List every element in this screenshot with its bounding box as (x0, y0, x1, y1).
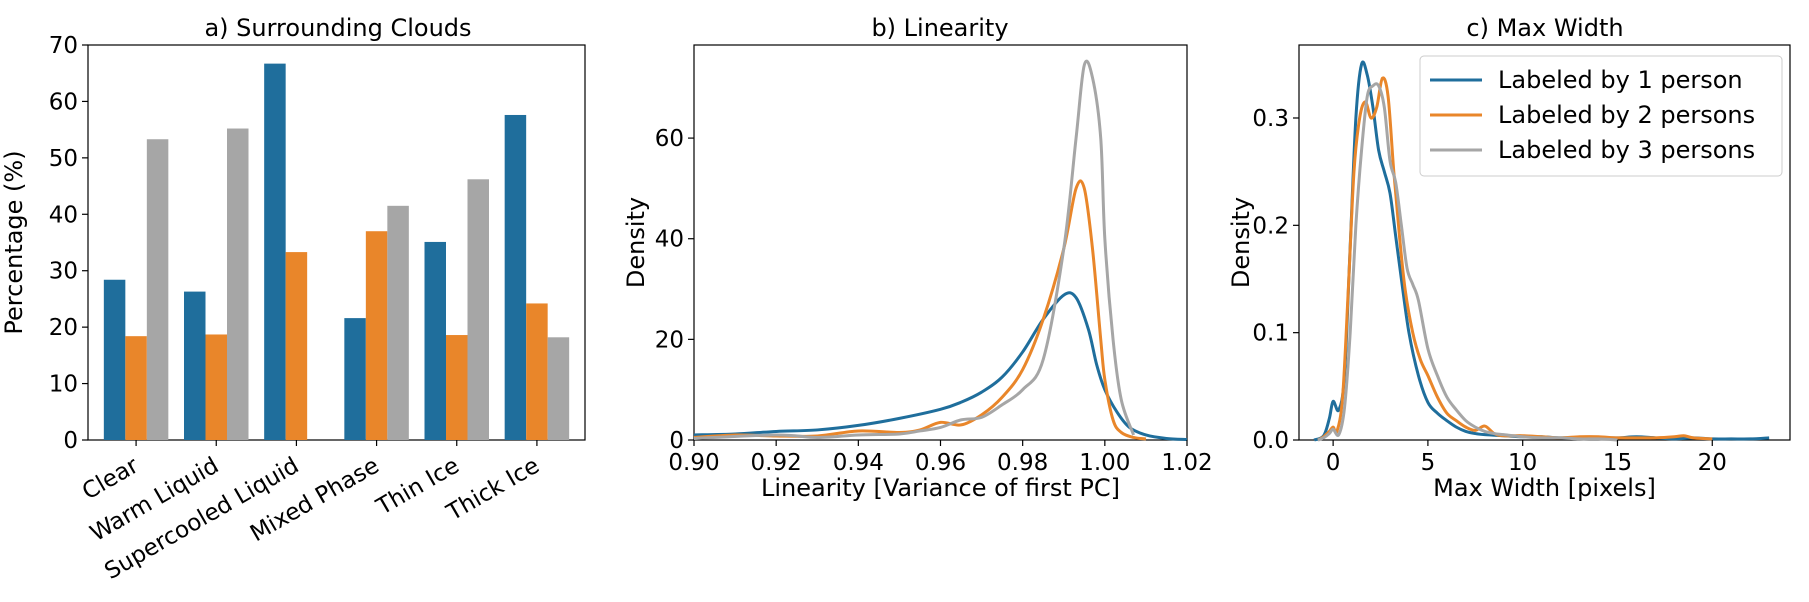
y-tick-label: 50 (49, 146, 78, 172)
bar (467, 179, 489, 441)
y-axis-label: Density (622, 197, 650, 288)
plot-frame (1298, 44, 1791, 441)
y-tick-label: 40 (49, 202, 78, 228)
x-tick-label: 0.98 (997, 450, 1048, 476)
y-tick-label: 0 (63, 428, 78, 454)
x-tick-label: 1.00 (1079, 450, 1130, 476)
panel-max-width: c) Max Width 0 5 10 15 20 0.0 0.1 0.2 0.3 Density… (1227, 14, 1791, 502)
x-tick-label: 20 (1698, 450, 1727, 476)
bar (205, 334, 227, 440)
bar (184, 291, 206, 440)
bar (344, 318, 366, 440)
y-tick-label: 0.3 (1252, 106, 1289, 132)
chart-title: a) Surrounding Clouds (204, 14, 471, 42)
x-tick-label: 0.96 (915, 450, 966, 476)
bar (504, 114, 527, 440)
legend-box (1419, 55, 1783, 177)
bar (365, 231, 388, 440)
y-axis-label: Density (1227, 197, 1255, 288)
x-tick-label: 0.94 (833, 450, 884, 476)
chart-title: b) Linearity (871, 14, 1008, 42)
x-tick-label: 15 (1603, 450, 1632, 476)
y-tick-label: 0.0 (1252, 428, 1289, 454)
y-axis-label: Percentage (%) (0, 150, 28, 334)
y-tick-label: 0 (669, 428, 684, 454)
y-tick-label: 40 (655, 227, 684, 253)
plot-frame (87, 44, 586, 441)
series-line (1317, 82, 1618, 442)
y-tick-label: 70 (49, 33, 78, 59)
bar (446, 335, 468, 440)
x-tick-label: 5 (1421, 450, 1436, 476)
bar (424, 241, 446, 440)
bar (387, 205, 409, 440)
y-tick-label: 60 (49, 89, 78, 115)
x-tick-label: 10 (1508, 450, 1537, 476)
x-axis-label: Linearity [Variance of first PC] (761, 474, 1120, 502)
x-tick-label: 0.92 (751, 450, 802, 476)
bar (146, 139, 169, 440)
legend-label: Labeled by 3 persons (1498, 136, 1755, 164)
x-axis-label: Max Width [pixels] (1433, 474, 1656, 502)
panel-linearity: b) Linearity 0.90 0.92 0.94 0.96 0.98 1.00 1.0… (622, 14, 1213, 502)
legend-label: Labeled by 2 persons (1498, 101, 1755, 129)
x-tick-label: 1.02 (1161, 450, 1212, 476)
y-tick-label: 20 (655, 327, 684, 353)
bar (125, 336, 147, 440)
bar (547, 337, 570, 440)
bar (285, 252, 308, 440)
y-tick-label: 60 (655, 126, 684, 152)
series-line (693, 179, 1147, 441)
series-line (693, 291, 1188, 441)
y-tick-label: 10 (49, 372, 78, 398)
x-tick-label: 0.90 (668, 450, 719, 476)
y-tick-label: 20 (49, 315, 78, 341)
bar (227, 128, 249, 440)
chart-title: c) Max Width (1466, 14, 1623, 42)
plot-frame (693, 44, 1188, 441)
y-tick-label: 30 (49, 259, 78, 285)
y-tick-label: 0.1 (1252, 321, 1289, 347)
bar (264, 63, 286, 440)
x-tick-label: 0 (1326, 450, 1341, 476)
bar (526, 303, 548, 440)
series-line (1317, 76, 1713, 442)
legend-label: Labeled by 1 person (1498, 66, 1743, 94)
series-line (693, 59, 1136, 440)
y-tick-label: 0.2 (1252, 213, 1289, 239)
bar (103, 279, 126, 440)
